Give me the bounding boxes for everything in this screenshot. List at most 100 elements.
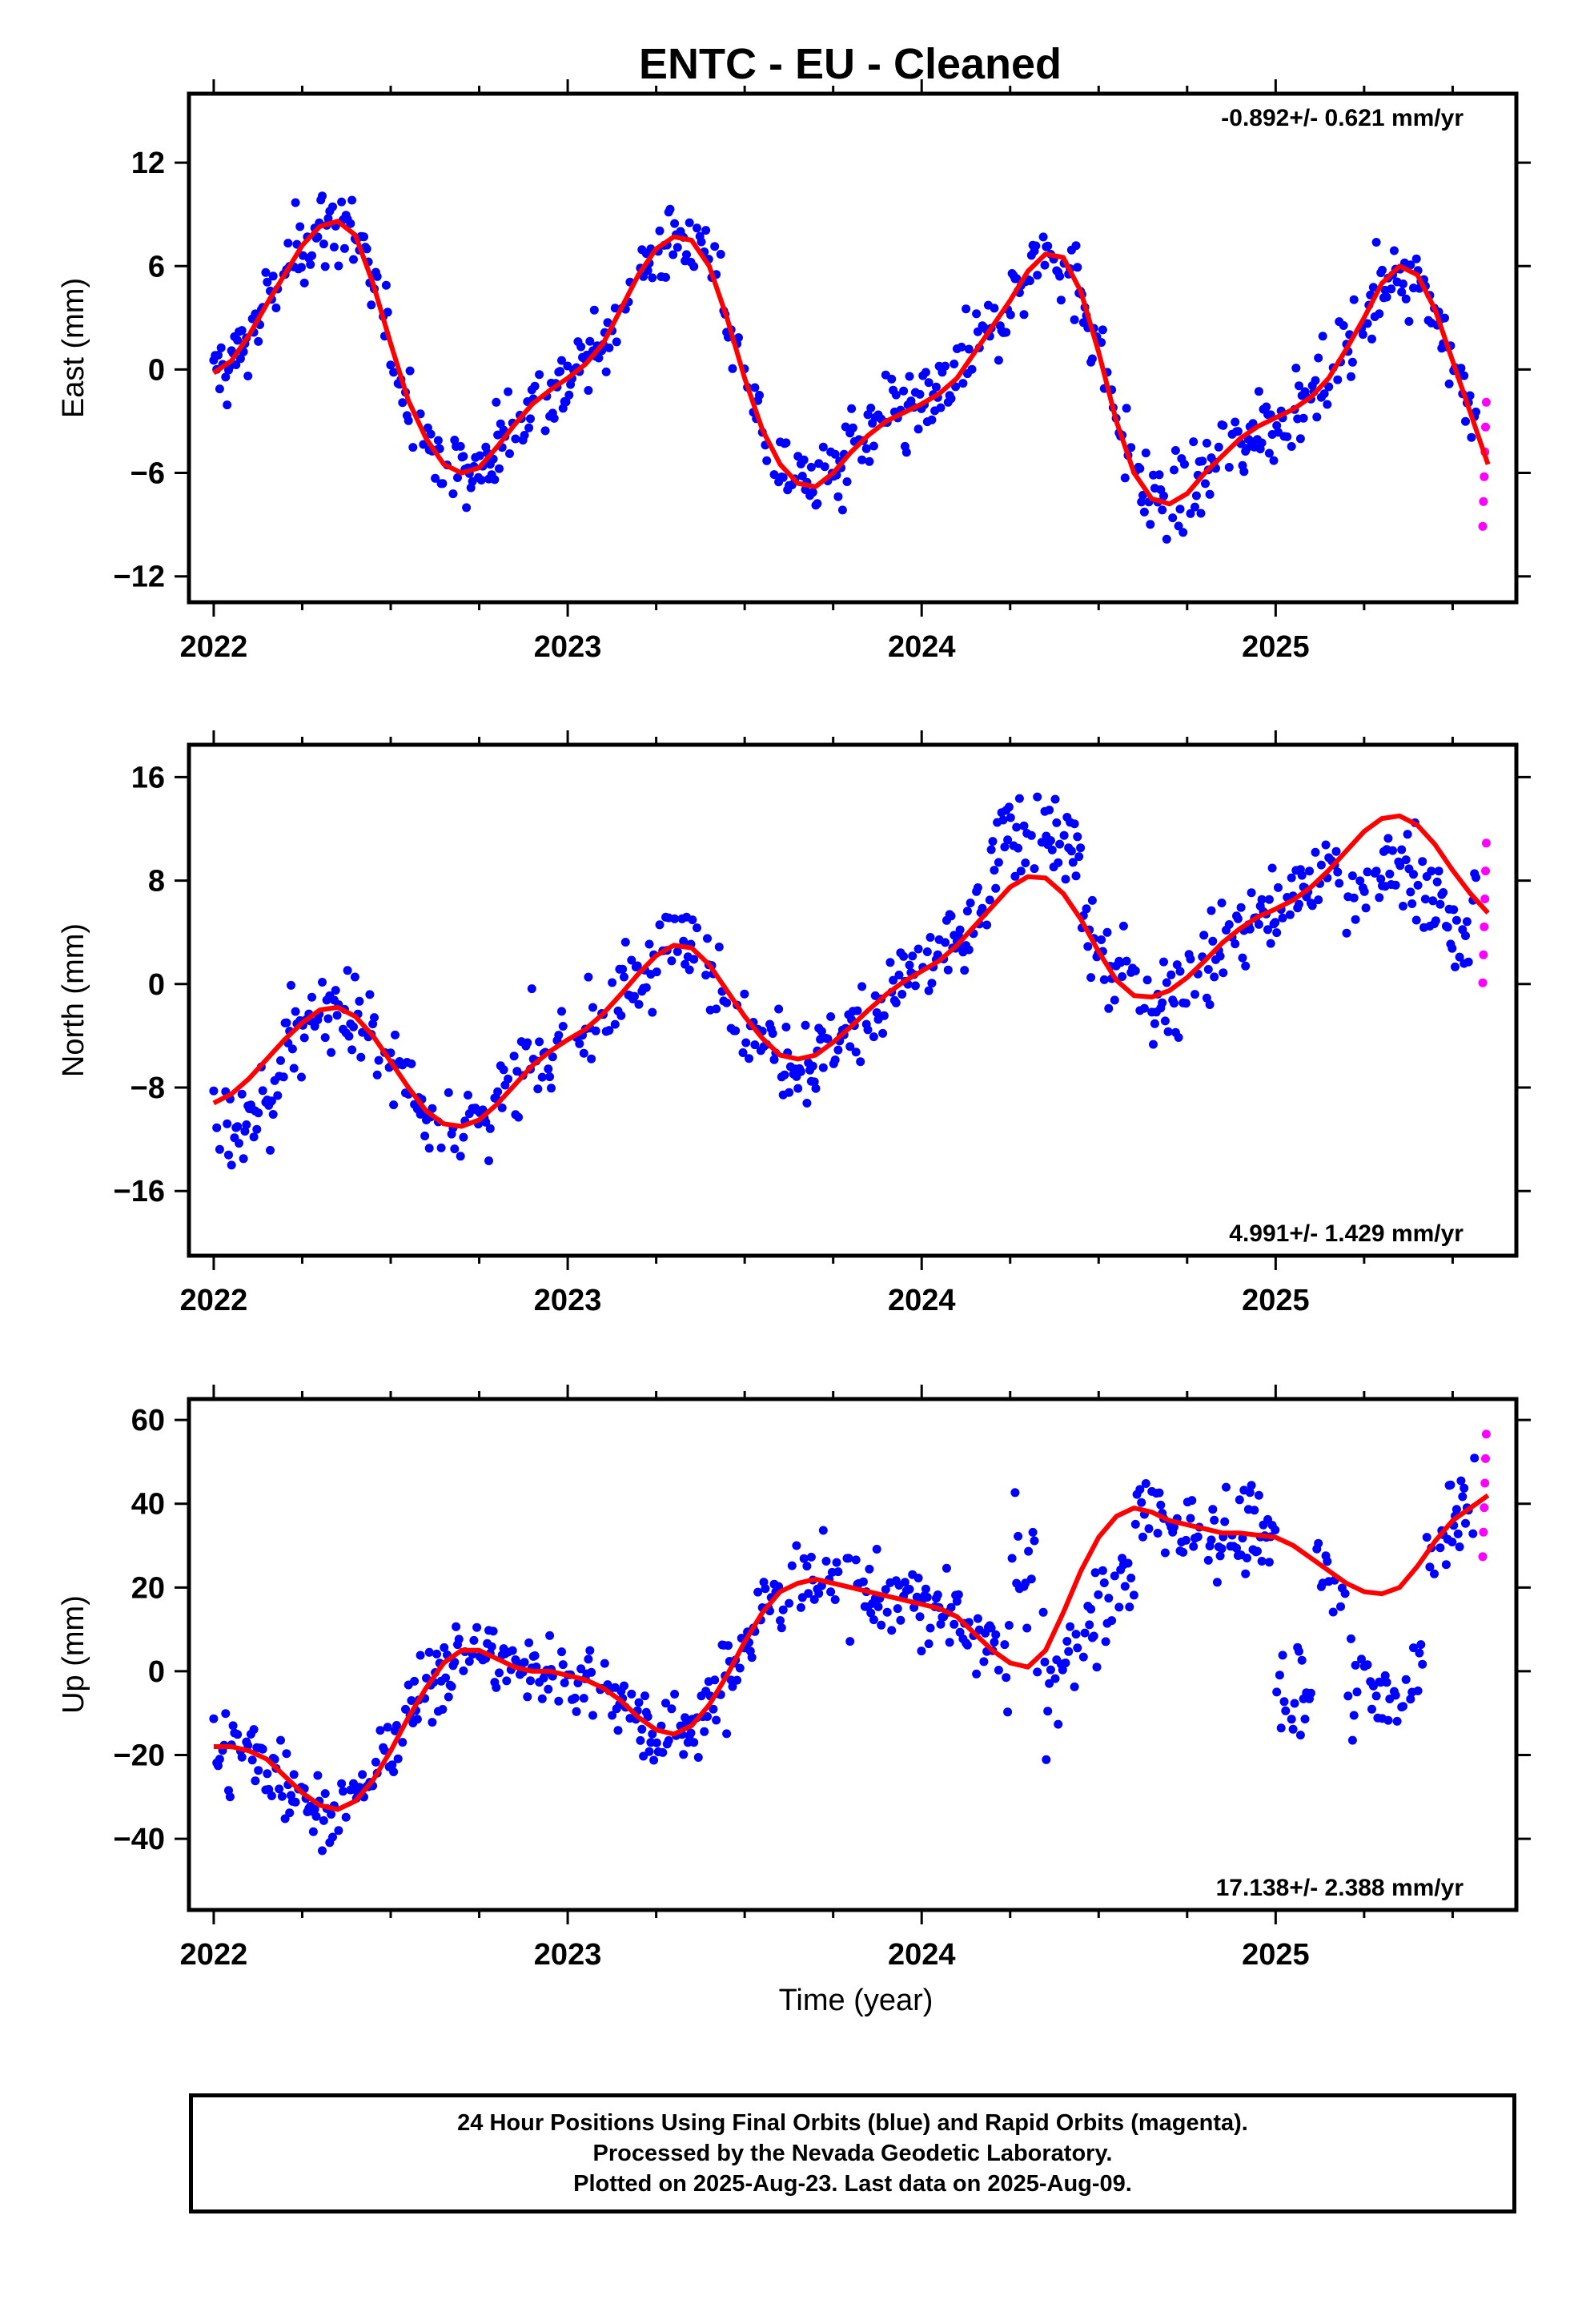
east-final-point xyxy=(1025,276,1034,286)
up-final-point xyxy=(1470,1454,1480,1463)
east-final-point xyxy=(1299,413,1308,423)
east-final-point xyxy=(492,397,501,407)
y-tick-label: −8 xyxy=(130,1072,165,1105)
east-final-point xyxy=(972,309,982,319)
east-final-point xyxy=(901,448,911,457)
east-final-point xyxy=(347,195,357,205)
north-final-point xyxy=(960,966,970,975)
east-final-point xyxy=(389,368,399,377)
north-final-point xyxy=(1162,978,1171,987)
east-final-point xyxy=(806,462,816,472)
north-final-point xyxy=(1019,821,1029,830)
up-final-point xyxy=(1126,1574,1136,1582)
up-final-point xyxy=(712,1715,721,1725)
east-final-point xyxy=(297,263,306,272)
north-final-point xyxy=(1403,830,1412,839)
north-final-point xyxy=(223,1119,232,1128)
up-final-point xyxy=(1468,1529,1478,1538)
north-final-point xyxy=(1130,966,1140,975)
up-final-point xyxy=(327,1810,336,1819)
up-final-point xyxy=(1430,1569,1439,1578)
north-final-point xyxy=(1045,806,1054,814)
east-final-point xyxy=(957,342,966,352)
east-final-point xyxy=(857,455,867,464)
east-final-point xyxy=(1006,310,1015,320)
north-final-point xyxy=(497,1103,507,1112)
up-final-point xyxy=(438,1705,448,1714)
up-final-point xyxy=(1232,1543,1241,1553)
up-final-point xyxy=(1114,1602,1124,1612)
up-final-point xyxy=(747,1653,757,1663)
north-final-point xyxy=(655,920,665,930)
east-rate-label: -0.892+/- 0.621 mm/yr xyxy=(1221,105,1464,131)
up-final-point xyxy=(310,1804,319,1814)
north-final-point xyxy=(1021,858,1030,867)
north-final-point xyxy=(1271,918,1280,927)
up-final-point xyxy=(1078,1652,1088,1662)
north-final-point xyxy=(712,1004,721,1014)
east-final-point xyxy=(941,361,950,371)
north-final-point xyxy=(1050,794,1060,804)
east-final-point xyxy=(243,372,253,380)
y-tick-label: −20 xyxy=(114,1739,165,1773)
up-final-point xyxy=(1336,1602,1345,1611)
north-final-point xyxy=(1014,843,1023,853)
up-final-point xyxy=(428,1718,437,1727)
north-final-point xyxy=(1087,895,1097,905)
east-rapid-point xyxy=(1481,422,1490,432)
east-final-point xyxy=(762,456,772,465)
x-tick-label: 2023 xyxy=(534,1284,602,1317)
east-final-point xyxy=(866,404,876,412)
north-final-point xyxy=(509,1051,519,1061)
up-final-point xyxy=(905,1585,914,1594)
north-final-point xyxy=(955,925,965,935)
up-final-point xyxy=(973,1614,982,1623)
north-final-point xyxy=(982,920,992,930)
east-final-point xyxy=(1363,319,1372,328)
up-final-point xyxy=(1415,1648,1424,1658)
east-final-point xyxy=(797,472,807,480)
up-final-point xyxy=(341,1812,351,1822)
x-tick-label: 2022 xyxy=(180,630,248,664)
up-final-point xyxy=(1245,1488,1255,1498)
east-final-point xyxy=(231,360,241,369)
east-final-point xyxy=(1291,364,1301,373)
north-final-point xyxy=(1264,895,1274,904)
x-tick-label: 2022 xyxy=(180,1284,248,1317)
north-final-point xyxy=(1118,921,1128,931)
up-final-point xyxy=(962,1640,972,1650)
up-final-point xyxy=(1290,1699,1299,1708)
up-final-point xyxy=(1380,1671,1390,1680)
north-final-point xyxy=(209,1086,219,1096)
north-final-point xyxy=(1000,842,1010,852)
up-final-point xyxy=(640,1691,649,1701)
north-final-point xyxy=(436,1143,446,1152)
y-tick-label: 16 xyxy=(131,761,165,794)
north-final-point xyxy=(1266,939,1275,948)
east-final-point xyxy=(318,191,327,201)
east-final-point xyxy=(1358,330,1367,340)
x-tick-label: 2025 xyxy=(1242,1938,1310,1972)
north-final-point xyxy=(323,1014,333,1023)
north-final-point xyxy=(1055,839,1065,849)
east-final-point xyxy=(946,394,956,404)
up-final-point xyxy=(337,1779,347,1788)
x-tick-label: 2022 xyxy=(180,1938,248,1972)
north-final-point xyxy=(785,1088,794,1097)
north-final-point xyxy=(591,1026,600,1035)
up-final-point xyxy=(1154,1488,1164,1498)
up-final-point xyxy=(1295,1647,1303,1656)
east-final-point xyxy=(863,410,873,420)
up-final-point xyxy=(1446,1480,1456,1490)
east-final-point xyxy=(1323,400,1332,409)
up-final-point xyxy=(1278,1651,1287,1660)
up-final-point xyxy=(440,1642,449,1652)
east-final-point xyxy=(299,278,309,287)
north-final-point xyxy=(988,837,998,846)
north-final-point xyxy=(355,996,364,1006)
north-final-point xyxy=(1030,864,1039,874)
up-fit-curve xyxy=(213,1493,1490,1812)
east-final-point xyxy=(818,442,828,452)
east-rapid-point xyxy=(1480,472,1489,481)
up-final-point xyxy=(990,1638,999,1647)
